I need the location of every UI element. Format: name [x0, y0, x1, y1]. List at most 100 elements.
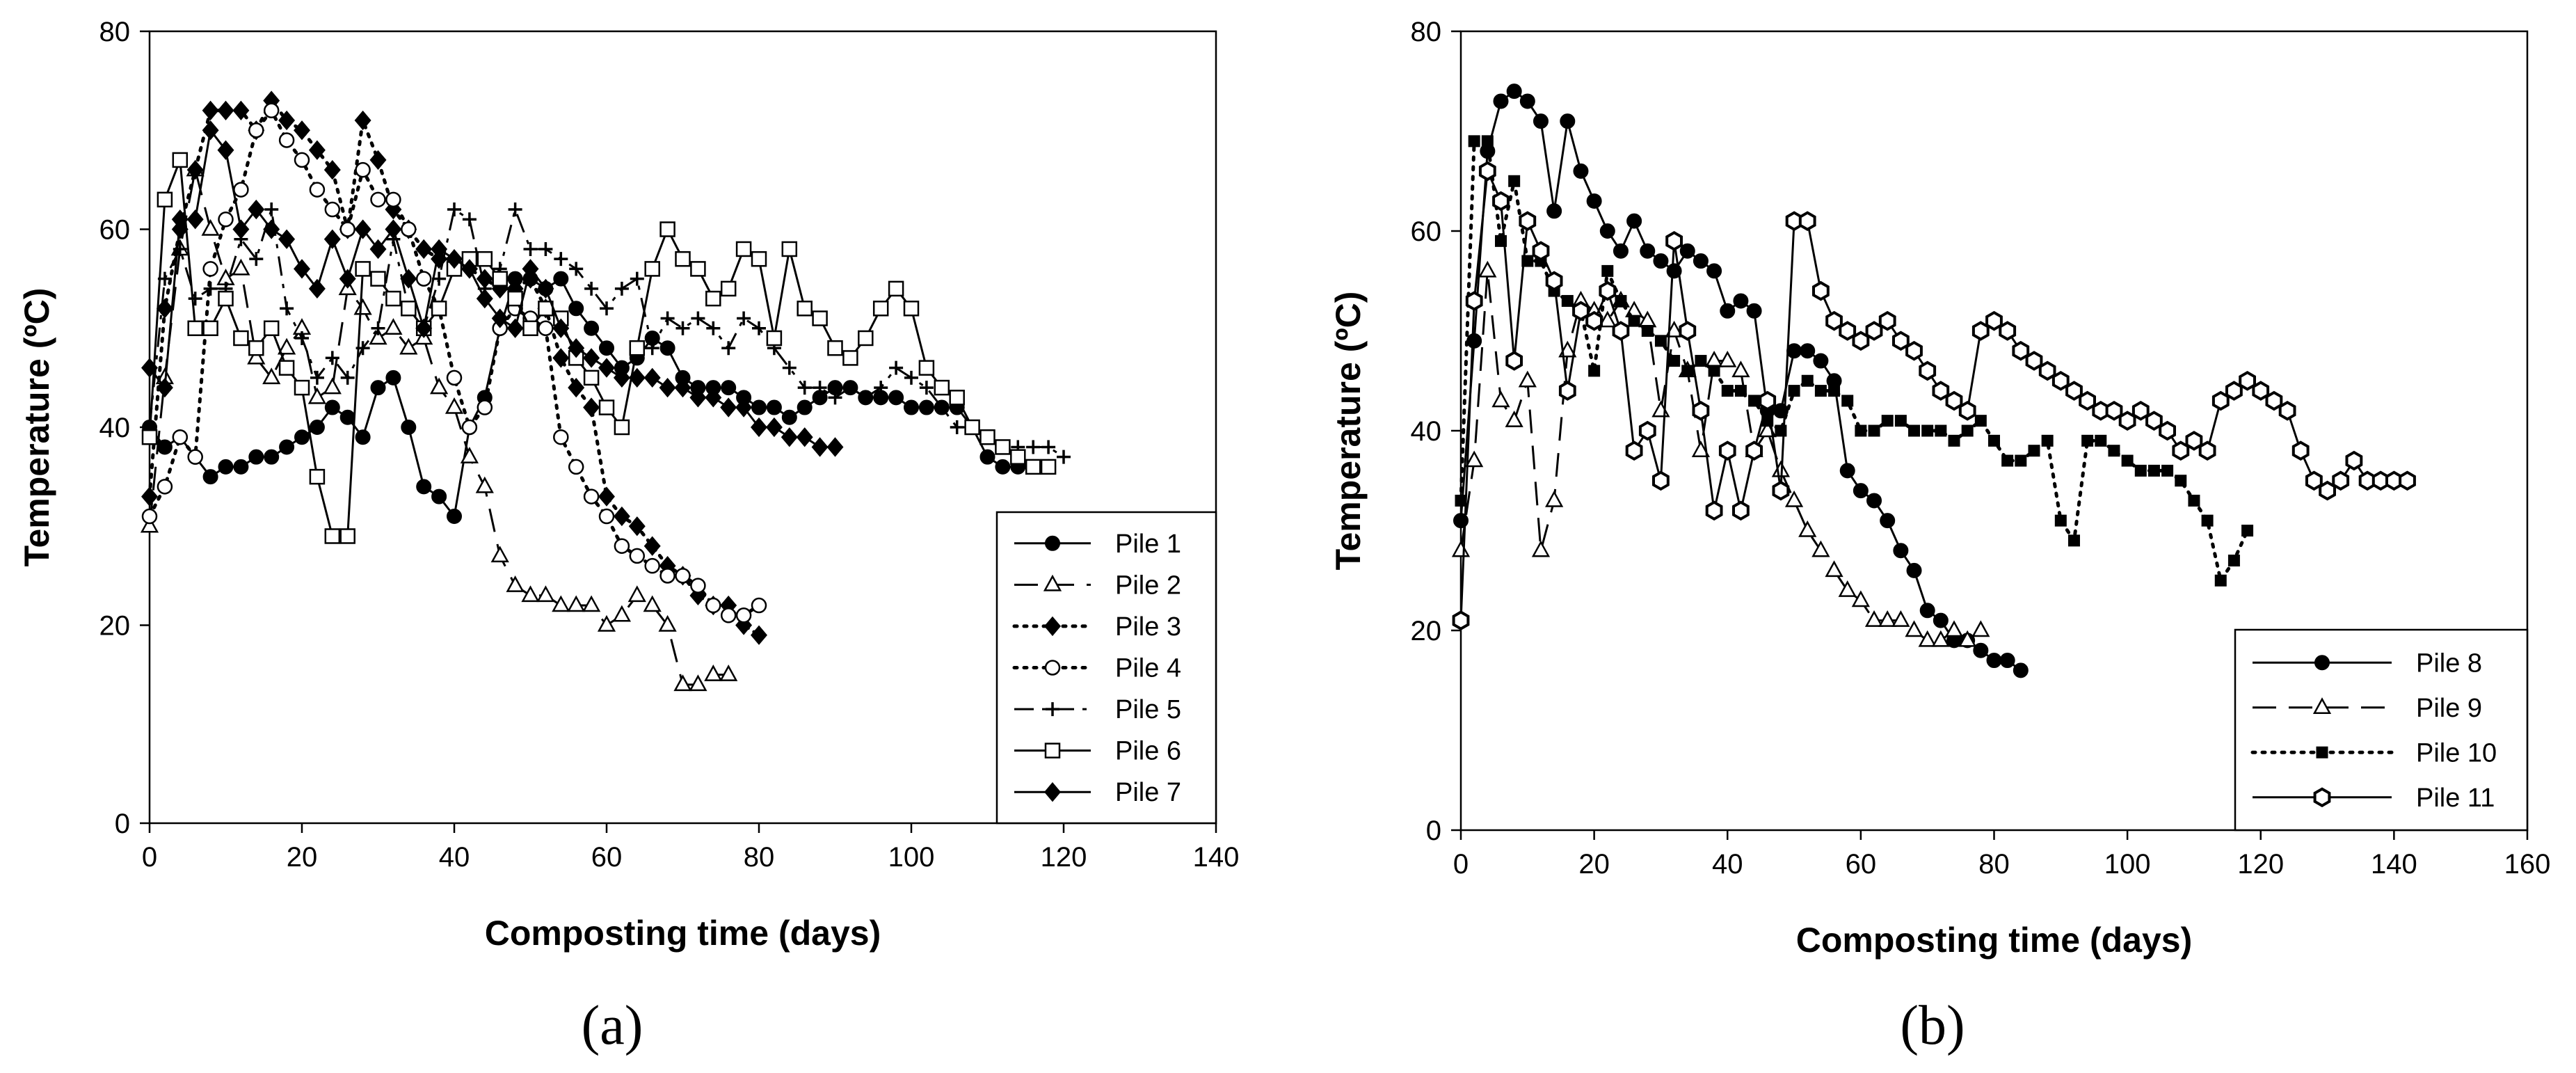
panel-a-series-3-point: [751, 625, 767, 645]
panel-a-series-5-point: [280, 301, 294, 316]
panel-a-series-6-point: [827, 340, 843, 356]
panel-a-series-1-point: [568, 301, 584, 317]
panel-b-series-3-point: [2041, 434, 2054, 447]
panel-b-series-1-point: [1893, 543, 1909, 559]
panel-a-series-7-point: [568, 338, 585, 358]
panel-b-series-2-point: [1971, 620, 1990, 637]
panel-b-series-3-point: [1508, 175, 1521, 187]
panel-b-series-1-line: [1459, 90, 2022, 671]
panel-a-series-3-point: [217, 100, 234, 120]
panel-b-series-3-point: [2241, 525, 2254, 536]
panel-a-series-7-point: [720, 397, 737, 418]
panel-b-series-4-point: [1798, 211, 1816, 232]
panel-a-series-7-point: [415, 318, 433, 338]
panel-a-series-1-point: [294, 429, 310, 445]
panel-a-series-5-point: [325, 351, 339, 365]
panel-b-series-4-point: [1478, 161, 1496, 182]
panel-a-series-7-point: [248, 199, 265, 220]
panel-a-series-4: [141, 102, 767, 623]
panel-b-series-4-point: [1665, 230, 1683, 251]
panel-a-series-2-point: [262, 367, 281, 385]
panel-b-series-4-point: [2332, 470, 2350, 491]
panel-b-series-2-point: [1491, 390, 1510, 408]
panel-b-series-3-point: [1748, 395, 1761, 407]
panel-a-series-7-point: [735, 397, 753, 418]
panel-b-series-2-point: [1478, 260, 1497, 278]
panel-a-series-3-line: [147, 99, 761, 637]
panel-a-series-4-point: [187, 449, 203, 465]
panel-a-legend-label-1: Pile 1: [1115, 530, 1181, 559]
panel-b-series-1-point: [1999, 653, 2015, 669]
panel-b-series-3-point: [1481, 135, 1494, 148]
panel-a-series-7-point: [263, 219, 280, 239]
panel-b-series-4-point: [2025, 351, 2043, 371]
panel-a-series-5-point: [188, 292, 202, 306]
panel-b-series-4-point: [2079, 390, 2096, 411]
panel-b-series-4-point: [1745, 440, 1763, 461]
panel-a-series-4-point: [659, 568, 675, 584]
panel-b-series-1-point: [1919, 603, 1935, 619]
panel-b-series-1-point: [1986, 653, 2002, 669]
panel-b-series-1-point: [1693, 253, 1709, 269]
panel-b-series-3-line: [1459, 139, 2250, 582]
panel-a-series-4-point: [583, 488, 600, 504]
panel-a-series-6-point: [172, 152, 189, 168]
panel-b-series-4-point: [1452, 610, 1470, 630]
panel-a-series-5-point: [340, 370, 355, 385]
panel-a-series-6-point: [903, 301, 920, 317]
panel-a-x-tick-label: 80: [744, 842, 775, 873]
panel-b-x-tick-label: 60: [1846, 849, 1877, 880]
panel-a-series-6-point: [294, 379, 310, 396]
panel-a-series-7-point: [323, 229, 341, 249]
panel-b-series-4-point: [1505, 351, 1523, 371]
panel-a-series-7-point: [537, 278, 554, 299]
panel-a-series-6-point: [1010, 449, 1026, 465]
panel-b-series-4-point: [1839, 321, 1857, 341]
panel-a-series-7-point: [294, 259, 310, 279]
panel-b-series-1-point: [1519, 93, 1535, 109]
panel-a-series-4-point: [294, 152, 310, 168]
panel-a-series-4-point: [690, 578, 706, 594]
panel-b-series-3-point: [1695, 355, 1707, 367]
panel-b-series-3-point: [2108, 445, 2120, 457]
panel-a-legend-marker-5: [1046, 702, 1059, 717]
panel-a-series-6-point: [766, 330, 783, 347]
panel-b-series-4-point: [2131, 400, 2150, 421]
panel-b-series-1-point: [1613, 243, 1629, 259]
panel-b-series-1-point: [1493, 93, 1509, 109]
panel-a-series-6-point: [918, 360, 935, 376]
panel-a-legend-marker-1: [1045, 535, 1060, 551]
panel-a-series-1-point: [279, 439, 295, 455]
panel-a-series-5-point: [706, 321, 721, 335]
panel-a-series-7-point: [811, 437, 829, 457]
panel-a-series-1-point: [233, 459, 249, 475]
panel-b-series-2-point: [1811, 540, 1830, 557]
panel-a-series-5-point: [889, 360, 904, 375]
panel-b-series-2-point: [1638, 310, 1657, 328]
panel-b-x-tick-label: 40: [1712, 849, 1743, 880]
panel-b-series-2-point: [1465, 450, 1484, 468]
panel-a-y-tick-label: 60: [99, 215, 131, 246]
panel-a-y-tick-label: 40: [99, 413, 131, 443]
panel-a-x-tick-label: 20: [287, 842, 318, 873]
panel-b-series-4-point: [2291, 440, 2310, 461]
panel-a-series-6-point: [1040, 459, 1057, 475]
panel-a-series-2-point: [399, 337, 418, 355]
panel-a-series-5-point: [843, 381, 858, 395]
panel-b-series-3-point: [2015, 454, 2027, 467]
panel-b-series-4-point: [2012, 340, 2030, 361]
panel-b-series-3-point: [2147, 464, 2160, 477]
panel-a-series-4-point: [415, 271, 432, 287]
panel-b-series-3-point: [1615, 294, 1627, 307]
panel-a-series-2-point: [384, 318, 403, 335]
panel-b-series-2-point: [1878, 610, 1897, 627]
panel-b-series-4-point: [1652, 470, 1670, 491]
panel-a-series-4-point: [355, 161, 371, 178]
panel-a-legend-label-3: Pile 3: [1115, 612, 1181, 642]
panel-a-series-6-point: [233, 330, 249, 347]
panel-a-series-6-point: [995, 439, 1011, 455]
panel-b-series-4-point: [2105, 400, 2123, 421]
panel-b-series-2-point: [1731, 360, 1750, 378]
panel-a-series-6-point: [507, 290, 523, 307]
panel-a-series-6-point: [781, 241, 798, 257]
